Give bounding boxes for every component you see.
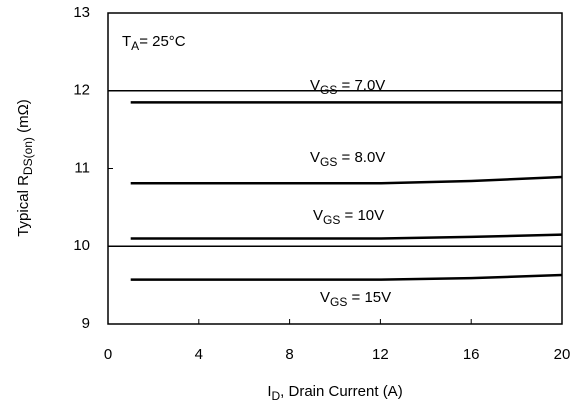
x-tick-label: 0	[104, 346, 112, 363]
y-tick-label: 12	[73, 82, 90, 99]
series-label: VGS = 7.0V	[310, 77, 385, 97]
y-tick-label: 13	[73, 4, 90, 21]
x-tick-label: 12	[372, 346, 389, 363]
y-axis-label: Typical RDS(on) (mΩ)	[15, 99, 35, 237]
x-tick-label: 4	[195, 346, 203, 363]
x-tick-label: 8	[285, 346, 293, 363]
series-label: VGS = 10V	[313, 207, 384, 227]
series-label: VGS = 8.0V	[310, 149, 385, 169]
x-tick-label: 20	[554, 346, 571, 363]
series-line	[130, 273, 563, 281]
y-tick-label: 11	[74, 159, 90, 176]
y-tick-label: 9	[82, 315, 90, 332]
x-axis-label: ID, Drain Current (A)	[267, 383, 402, 403]
x-tick-label: 16	[463, 346, 480, 363]
annotation: TA= 25°C	[122, 33, 186, 53]
y-tick-label: 10	[73, 237, 90, 254]
series-line	[130, 233, 563, 240]
series-label: VGS = 15V	[320, 289, 391, 309]
series-line	[130, 175, 563, 185]
